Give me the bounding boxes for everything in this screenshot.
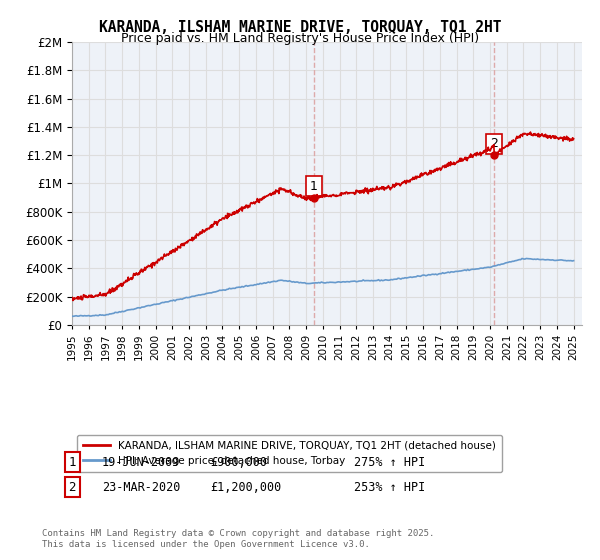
- Text: 275% ↑ HPI: 275% ↑ HPI: [354, 455, 425, 469]
- Text: KARANDA, ILSHAM MARINE DRIVE, TORQUAY, TQ1 2HT: KARANDA, ILSHAM MARINE DRIVE, TORQUAY, T…: [99, 20, 501, 35]
- Text: 19-JUN-2009: 19-JUN-2009: [102, 455, 181, 469]
- Text: Price paid vs. HM Land Registry's House Price Index (HPI): Price paid vs. HM Land Registry's House …: [121, 32, 479, 45]
- Text: Contains HM Land Registry data © Crown copyright and database right 2025.
This d: Contains HM Land Registry data © Crown c…: [42, 529, 434, 549]
- Text: 1: 1: [310, 180, 318, 193]
- Text: 253% ↑ HPI: 253% ↑ HPI: [354, 480, 425, 494]
- Legend: KARANDA, ILSHAM MARINE DRIVE, TORQUAY, TQ1 2HT (detached house), HPI: Average pr: KARANDA, ILSHAM MARINE DRIVE, TORQUAY, T…: [77, 435, 502, 472]
- Text: 23-MAR-2020: 23-MAR-2020: [102, 480, 181, 494]
- Text: £900,000: £900,000: [210, 455, 267, 469]
- Text: 1: 1: [68, 455, 76, 469]
- Text: 2: 2: [68, 480, 76, 494]
- Text: 2: 2: [490, 137, 498, 150]
- Text: £1,200,000: £1,200,000: [210, 480, 281, 494]
